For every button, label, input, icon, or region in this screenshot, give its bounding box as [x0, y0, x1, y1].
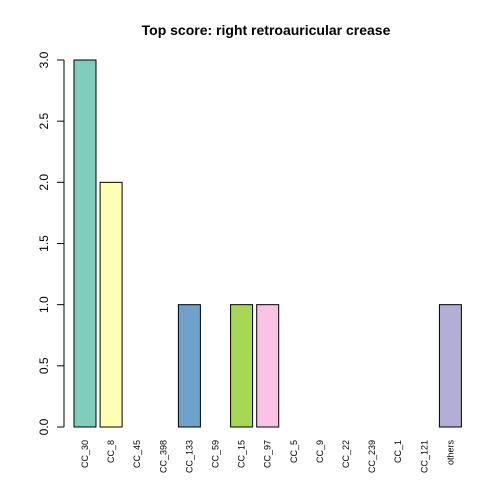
chart-title: Top score: right retroauricular crease — [142, 22, 391, 38]
x-tick-label: CC_30 — [80, 440, 90, 468]
bar-others — [438, 304, 462, 428]
bar-cc-30 — [73, 59, 97, 428]
x-tick-label: CC_239 — [367, 440, 377, 473]
y-tick-label: 2.5 — [37, 113, 51, 130]
x-tick-label: CC_97 — [263, 440, 273, 468]
x-axis-labels: CC_30 CC_8 CC_45 CC_398 CC_133 CC_59 CC_15 CC_9… — [80, 440, 455, 474]
x-tick-label: CC_1 — [393, 440, 403, 463]
x-tick-label: CC_8 — [106, 440, 116, 463]
y-tick-label: 3.0 — [37, 51, 51, 68]
x-tick-label: CC_59 — [211, 440, 221, 468]
bar-cc-97 — [256, 304, 280, 428]
y-tick-label: 2.0 — [37, 174, 51, 191]
bar-cc-133 — [177, 304, 201, 428]
y-tick-label: 1.0 — [37, 296, 51, 313]
x-tick-label: CC_5 — [289, 440, 299, 463]
y-tick-label: 0.0 — [37, 418, 51, 435]
x-tick-label: CC_22 — [341, 440, 351, 468]
x-tick-label: CC_133 — [184, 440, 194, 473]
x-tick-label: CC_45 — [132, 440, 142, 468]
bar-cc-15 — [230, 304, 254, 428]
x-tick-label: CC_15 — [237, 440, 247, 468]
y-tick-label: 1.5 — [37, 235, 51, 252]
x-tick-label: CC_121 — [419, 440, 429, 473]
y-axis: 0.0 0.5 1.0 1.5 2.0 2.5 3.0 — [37, 51, 65, 435]
y-tick-label: 0.5 — [37, 357, 51, 374]
x-tick-label: others — [445, 440, 455, 466]
bars-group — [73, 59, 462, 428]
x-tick-label: CC_398 — [158, 440, 168, 473]
bar-cc-8 — [99, 181, 123, 428]
x-tick-label: CC_9 — [315, 440, 325, 463]
